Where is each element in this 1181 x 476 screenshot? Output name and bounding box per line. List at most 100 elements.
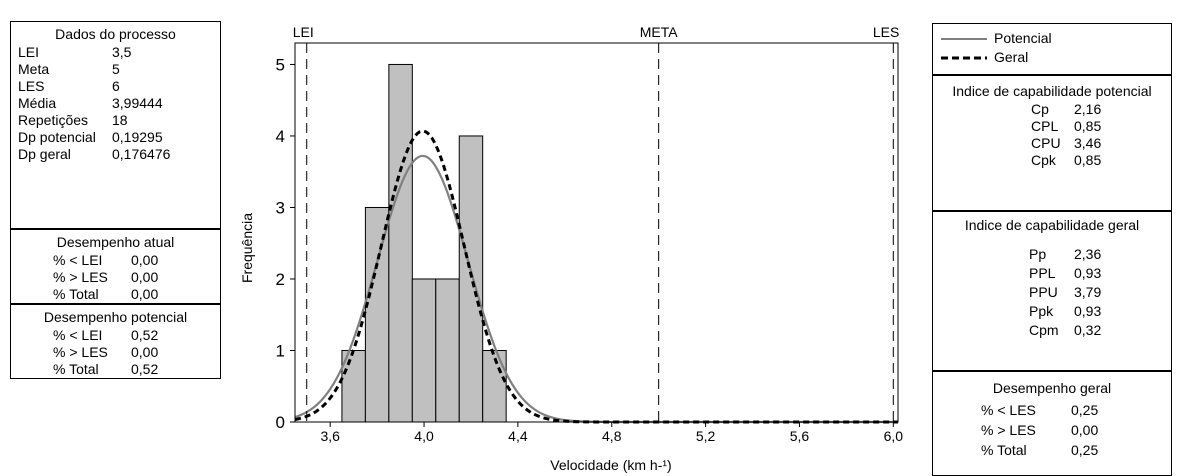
x-tick-label-0: 3,6 — [320, 428, 340, 444]
stat-value: 0,00 — [131, 252, 159, 268]
stat-value: 3,79 — [1074, 284, 1102, 300]
x-tick-label-5: 5,6 — [790, 428, 810, 444]
stat-value: 18 — [112, 112, 128, 128]
potential-performance-box: Desempenho potencial % < LEI 0,52 % > LES 0… — [10, 304, 221, 379]
legend-item-potencial: Potencial — [939, 29, 1171, 48]
stat-value: 0,52 — [131, 361, 159, 377]
stat-value: 5 — [112, 61, 120, 77]
stat-label: Cpm — [1029, 322, 1059, 338]
overall-performance-title: Desempenho geral — [992, 380, 1112, 396]
legend-items: Potencial Geral — [939, 29, 1171, 67]
stat-row: % < LEI 0,52 — [11, 327, 220, 344]
current-performance-title: Desempenho atual — [56, 234, 175, 250]
stat-value: 0,00 — [131, 286, 159, 302]
stat-row: Cp 2,16 — [933, 101, 1171, 118]
overall-performance-box: Desempenho geral % < LES 0,25 % > LES 0,00%… — [932, 371, 1172, 476]
legend-swatch — [941, 37, 987, 40]
stat-row: Dp geral 0,176476 — [18, 146, 216, 163]
stat-row: % > LES 0,00 — [11, 269, 220, 286]
y-tick-label-2: 2 — [276, 270, 285, 289]
stat-value: 3,46 — [1074, 135, 1102, 151]
stat-label: Dp geral — [18, 146, 71, 162]
stat-label: % < LEI — [53, 252, 103, 268]
y-tick-label-1: 1 — [276, 341, 285, 360]
stat-row: LEI 3,5 — [18, 44, 216, 61]
plot-frame — [294, 42, 899, 423]
y-tick-label-0: 0 — [276, 413, 285, 432]
axes: 0 1 2 3 4 5 3,6 4,0 4,4 4,8 5,2 5,6 6,0 — [276, 42, 903, 444]
stat-row: Pp 2,36 — [933, 246, 1171, 263]
stat-label: % Total — [53, 286, 99, 302]
stat-value: 0,19295 — [112, 129, 163, 145]
process-data-rows: LEI 3,5 Meta 5 LES 6 Média 3,99444 Repetições 18 D… — [18, 44, 216, 163]
stat-label: Repetições — [18, 112, 89, 128]
stat-label: Dp potencial — [18, 129, 96, 145]
histogram-bar-3 — [411, 278, 437, 423]
stat-row: Dp potencial 0,19295 — [18, 129, 216, 146]
current-performance-box: Desempenho atual % < LEI 0,00 % > LES 0,00%… — [10, 229, 221, 304]
legend-item-geral: Geral — [939, 48, 1171, 67]
stat-value: 0,00 — [1071, 422, 1099, 438]
x-tick-label-2: 4,4 — [508, 428, 528, 444]
stat-value: 0,85 — [1074, 152, 1102, 168]
stat-label: PPL — [1029, 265, 1056, 281]
stat-row: % Total 0,25 — [933, 442, 1171, 459]
stat-label: CPL — [1031, 118, 1059, 134]
legend-box: Potencial Geral — [932, 23, 1172, 75]
histogram-bar-5 — [458, 135, 484, 423]
stat-value: 0,52 — [131, 327, 159, 343]
stat-value: 2,16 — [1074, 101, 1102, 117]
x-tick-label-1: 4,0 — [414, 428, 434, 444]
process-data-title: Dados do processo — [55, 26, 176, 42]
stat-label: LES — [18, 78, 45, 94]
stat-value: 6 — [112, 78, 120, 94]
stat-value: 0,00 — [131, 344, 159, 360]
stat-label: % > LES — [53, 344, 108, 360]
x-tick-label-3: 4,8 — [602, 428, 622, 444]
stat-row: % Total 0,00 — [11, 286, 220, 303]
spec-limit-lines: LEI META LES — [293, 24, 899, 422]
stat-label: % < LEI — [53, 327, 103, 343]
potential-capability-box: Indice de capabilidade potencial Cp 2,16 C… — [932, 75, 1172, 211]
stat-row: Média 3,99444 — [18, 95, 216, 112]
spec-label-meta: META — [640, 24, 679, 40]
x-axis-label: Velocidade (km h-¹) — [550, 457, 671, 473]
potential-capability-title: Indice de capabilidade potencial — [952, 83, 1152, 99]
spec-label-les: LES — [873, 24, 899, 40]
stat-label: Média — [18, 95, 57, 111]
stat-value: 0,25 — [1071, 402, 1099, 418]
stat-label: CPU — [1031, 135, 1061, 151]
overall-capability-title: Indice de capabilidade geral — [964, 217, 1140, 233]
stat-label: % < LES — [981, 402, 1036, 418]
stat-row: % < LES 0,25 — [933, 402, 1171, 419]
stat-label: Meta — [18, 61, 50, 77]
stat-row: CPU 3,46 — [933, 135, 1171, 152]
stat-label: Cp — [1031, 101, 1049, 117]
stat-value: 0,25 — [1071, 442, 1099, 458]
stat-row: PPU 3,79 — [933, 284, 1171, 301]
stat-value: 3,5 — [112, 44, 132, 60]
y-tick-label-5: 5 — [276, 55, 285, 74]
stat-label: % > LES — [981, 422, 1036, 438]
x-tick-label-4: 5,2 — [696, 428, 716, 444]
histogram-bar-2 — [388, 63, 413, 423]
stat-row: % < LEI 0,00 — [11, 252, 220, 269]
stat-row: % > LES 0,00 — [933, 422, 1171, 439]
legend-swatch — [941, 56, 987, 59]
histogram-bars — [341, 63, 507, 423]
stat-value: 0,85 — [1074, 118, 1102, 134]
stat-value: 0,32 — [1074, 322, 1102, 338]
legend-label: Geral — [994, 49, 1029, 65]
stat-row: Meta 5 — [18, 61, 216, 78]
stat-row: % > LES 0,00 — [11, 344, 220, 361]
stat-row: CPL 0,85 — [933, 118, 1171, 135]
stat-label: Pp — [1029, 246, 1047, 262]
y-axis-label: Frequência — [239, 213, 255, 283]
stat-value: 0,176476 — [112, 146, 171, 162]
overall-capability-box: Indice de capabilidade geral Pp 2,36 PPL 0,… — [932, 211, 1172, 371]
stat-row: Cpk 0,85 — [933, 152, 1171, 169]
stat-label: PPU — [1029, 284, 1058, 300]
stat-value: 0,93 — [1074, 265, 1102, 281]
histogram-bar-1 — [364, 206, 390, 423]
stat-label: LEI — [18, 44, 40, 60]
